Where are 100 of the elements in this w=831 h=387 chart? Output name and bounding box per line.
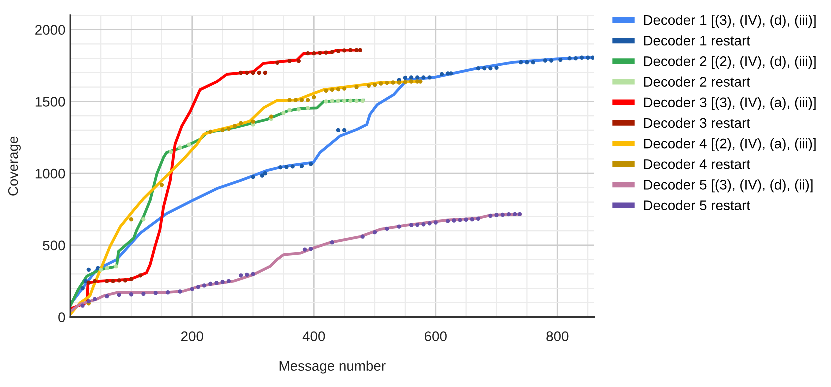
point xyxy=(290,164,295,169)
point xyxy=(251,272,256,276)
point xyxy=(342,128,347,133)
legend-label: Decoder 3 restart xyxy=(644,118,750,128)
point xyxy=(160,183,164,188)
y-axis-title: Coverage xyxy=(8,136,21,196)
point xyxy=(590,56,594,60)
point xyxy=(178,146,182,150)
point xyxy=(330,240,334,245)
point xyxy=(114,264,118,269)
point xyxy=(86,268,91,272)
point xyxy=(354,48,359,52)
x-tick-label: 200 xyxy=(182,332,204,342)
point xyxy=(239,121,244,126)
legend-label: Decoder 2 restart xyxy=(644,76,750,87)
line-series xyxy=(70,213,522,313)
point xyxy=(86,280,91,285)
x-tick-label: 800 xyxy=(546,332,569,342)
point xyxy=(166,290,170,295)
point xyxy=(476,66,481,71)
legend-label: Decoder 3 [(3), (IV), (a), (iii)] xyxy=(644,97,816,110)
point xyxy=(512,212,518,217)
legend-label: Decoder 1 restart xyxy=(644,36,750,46)
point xyxy=(531,60,536,65)
point xyxy=(464,218,468,222)
point xyxy=(284,165,289,170)
point xyxy=(214,281,219,286)
point xyxy=(500,212,505,218)
point xyxy=(372,230,378,235)
point xyxy=(403,80,408,84)
point xyxy=(403,76,408,80)
point xyxy=(348,98,353,104)
point xyxy=(422,76,426,80)
point xyxy=(142,218,146,222)
point xyxy=(220,280,225,284)
point xyxy=(409,76,414,80)
point xyxy=(142,292,146,296)
point xyxy=(312,95,316,100)
point xyxy=(138,274,143,278)
point xyxy=(123,278,128,283)
legend-label: Decoder 4 restart xyxy=(644,159,750,170)
point xyxy=(129,292,134,297)
point xyxy=(422,222,426,227)
point xyxy=(330,98,334,104)
point xyxy=(306,106,310,110)
point xyxy=(449,72,454,76)
point xyxy=(434,220,438,225)
point xyxy=(360,234,365,239)
point xyxy=(324,50,328,55)
point xyxy=(129,277,134,282)
point xyxy=(282,111,286,116)
point xyxy=(506,212,512,217)
point xyxy=(168,150,174,154)
legend-label: Decoder 2 [(2), (IV), (d), (iii)] xyxy=(644,56,816,70)
point xyxy=(86,299,91,304)
point xyxy=(245,272,250,278)
point xyxy=(543,58,548,63)
line-series xyxy=(70,98,365,308)
point xyxy=(288,98,292,102)
point xyxy=(324,88,328,94)
point xyxy=(336,128,341,133)
point xyxy=(306,98,310,102)
point xyxy=(92,279,98,284)
y-tick-label: 1500 xyxy=(36,97,66,107)
point xyxy=(196,285,201,290)
point xyxy=(342,86,347,91)
point xyxy=(111,279,116,284)
point xyxy=(324,100,328,104)
point xyxy=(117,292,122,298)
point xyxy=(251,175,256,180)
point xyxy=(372,82,378,88)
point xyxy=(366,84,372,88)
point xyxy=(129,218,134,222)
point xyxy=(226,126,231,132)
point xyxy=(330,50,334,54)
point xyxy=(154,291,158,296)
point xyxy=(518,212,522,217)
point xyxy=(296,108,301,112)
point xyxy=(220,128,225,133)
point xyxy=(354,98,359,104)
point xyxy=(470,218,474,222)
point xyxy=(409,223,414,228)
point xyxy=(269,114,274,119)
point xyxy=(226,279,231,284)
point xyxy=(239,274,244,278)
point xyxy=(202,284,207,288)
line-series xyxy=(70,49,362,310)
point xyxy=(586,56,590,60)
point xyxy=(348,48,353,52)
point xyxy=(558,58,563,62)
point xyxy=(379,82,384,86)
point xyxy=(385,226,390,232)
y-tick-label: 0 xyxy=(58,312,66,323)
point xyxy=(418,80,423,84)
point xyxy=(494,66,499,70)
point xyxy=(105,279,110,284)
point xyxy=(385,80,390,86)
point xyxy=(416,76,420,80)
point xyxy=(92,297,98,302)
point xyxy=(278,165,283,170)
